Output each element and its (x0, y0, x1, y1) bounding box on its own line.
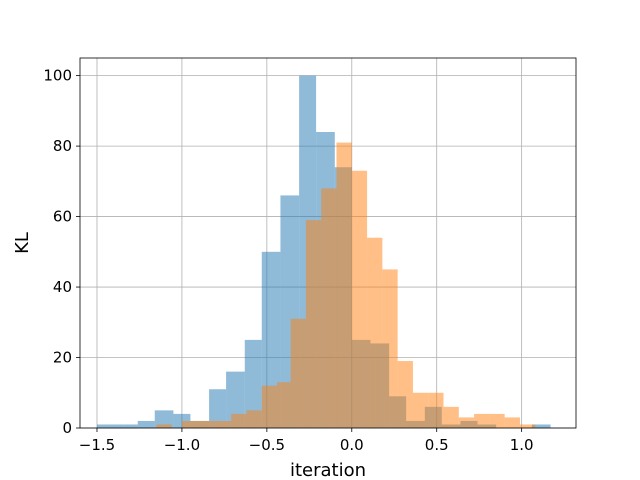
histogram-bar-series-2 (519, 424, 536, 428)
histogram-bar-series-2 (321, 188, 337, 428)
x-tick-label: −1.0 (164, 436, 200, 454)
y-tick-label: 80 (53, 137, 72, 155)
histogram-bar-series-2 (367, 237, 383, 428)
histogram-bar-series-2 (412, 392, 429, 428)
y-tick-label: 60 (53, 208, 72, 226)
histogram-bar-series-2 (443, 406, 459, 428)
y-tick-label: 0 (62, 419, 72, 437)
histogram-bar-series-2 (277, 382, 291, 428)
histogram-bar-series-2 (458, 417, 475, 428)
histogram-bar-series-2 (156, 424, 172, 428)
histogram-bar-series-1 (244, 339, 262, 428)
histogram-bar-series-2 (351, 170, 368, 428)
histogram-bar-series-2 (428, 392, 444, 428)
histogram-bar-series-2 (336, 142, 352, 429)
histogram-bar-series-2 (181, 420, 208, 428)
y-tick-label: 20 (53, 349, 72, 367)
histogram-bar-series-1 (137, 420, 155, 428)
histogram-bar-series-1 (261, 251, 281, 428)
histogram-bar-series-2 (261, 385, 278, 428)
x-tick-label: −0.5 (249, 436, 285, 454)
histogram-bar-series-2 (246, 410, 262, 428)
histogram-bar-series-2 (207, 420, 232, 428)
histogram-bar-series-2 (474, 413, 490, 428)
histogram-bar-series-2 (489, 413, 505, 428)
x-tick-label: 0.0 (340, 436, 364, 454)
histogram-bar-series-2 (305, 220, 322, 428)
axis-ticks: −1.5 −1.0 −0.5 0.0 0.5 1.0 0 20 40 60 80 100 (43, 67, 533, 454)
bars (96, 75, 551, 429)
plot-frame (79, 57, 577, 429)
histogram-bar-series-1 (209, 389, 227, 428)
x-axis-label: iteration (290, 460, 366, 480)
histogram-bar-series-1 (124, 424, 138, 428)
histogram-bar-series-1 (96, 424, 125, 428)
y-axis-label: KL (12, 232, 33, 254)
histogram-bar-series-1 (154, 410, 174, 428)
x-tick-label: 0.5 (425, 436, 449, 454)
histogram-bar-series-2 (231, 413, 247, 428)
y-tick-label: 40 (53, 278, 72, 296)
histogram-bar-series-2 (290, 318, 306, 428)
y-tick-label: 100 (43, 67, 72, 85)
histogram-bar-series-2 (397, 361, 413, 428)
x-tick-label: −1.5 (79, 436, 115, 454)
histogram-bar-series-1 (531, 424, 551, 428)
histogram-bar-series-2 (504, 417, 520, 428)
x-tick-label: 1.0 (510, 436, 534, 454)
histogram-bar-series-2 (382, 269, 398, 428)
